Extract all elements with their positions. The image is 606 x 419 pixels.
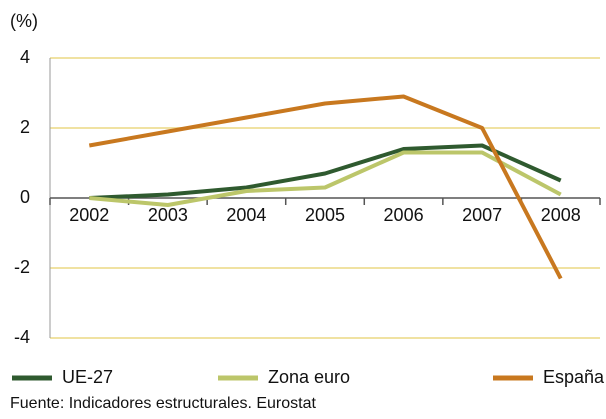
x-tick-label: 2006 bbox=[384, 205, 424, 225]
legend-label: España bbox=[543, 367, 605, 387]
source: Fuente: Indicadores estructurales. Euros… bbox=[10, 395, 316, 412]
legend-label: Zona euro bbox=[268, 367, 350, 387]
x-tick-label: 2008 bbox=[541, 205, 581, 225]
y-axis-label: (%) bbox=[10, 11, 38, 31]
series-line bbox=[89, 143, 562, 200]
x-tick-label: 2007 bbox=[462, 205, 502, 225]
y-tick-label: 0 bbox=[20, 187, 30, 207]
x-tick-label: 2003 bbox=[148, 205, 188, 225]
x-tick-label: 2005 bbox=[305, 205, 345, 225]
series-line bbox=[88, 94, 563, 280]
series-line bbox=[89, 150, 562, 207]
x-tick-label: 2002 bbox=[69, 205, 109, 225]
y-tick-label: -2 bbox=[14, 257, 30, 277]
y-tick-label: 4 bbox=[20, 47, 30, 67]
x-tick-label: 2004 bbox=[226, 205, 266, 225]
y-tick-label: 2 bbox=[20, 117, 30, 137]
legend-label: UE-27 bbox=[62, 367, 113, 387]
y-tick-label: -4 bbox=[14, 327, 30, 347]
